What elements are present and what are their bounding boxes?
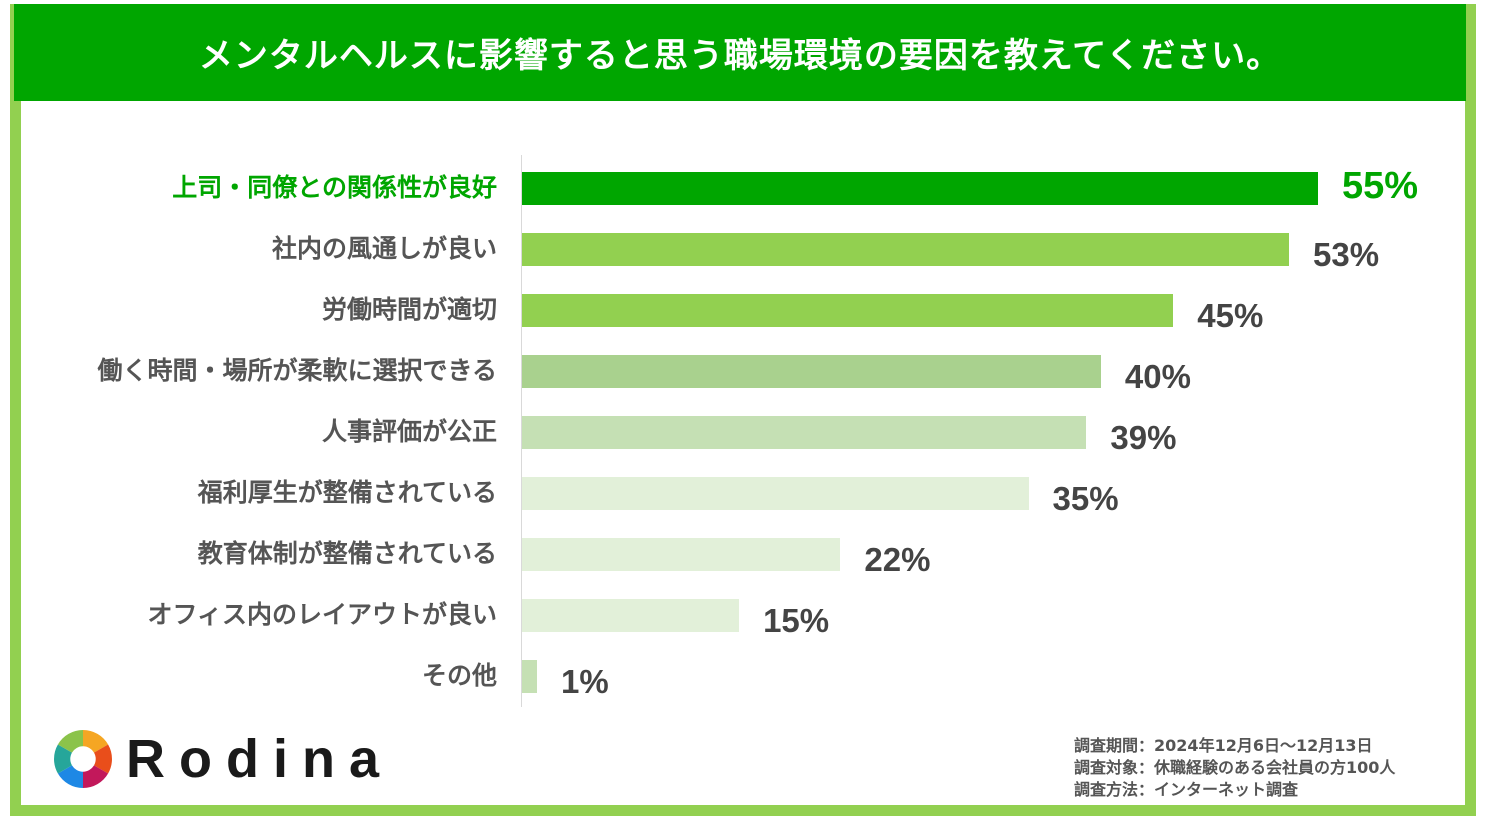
bar bbox=[522, 233, 1290, 266]
value-label: 45% bbox=[1197, 297, 1264, 334]
category-label: その他 bbox=[421, 661, 497, 690]
bar bbox=[522, 538, 841, 571]
category-axis-line bbox=[521, 155, 522, 707]
chart-title: メンタルヘルスに影響すると思う職場環境の要因を教えてください。 bbox=[14, 4, 1466, 101]
value-label: 53% bbox=[1313, 236, 1380, 273]
value-label: 35% bbox=[1052, 480, 1119, 517]
survey-period-value: 2024年12月6日～12月13日 bbox=[1154, 736, 1373, 755]
value-label: 39% bbox=[1110, 419, 1177, 456]
value-label: 22% bbox=[864, 541, 931, 578]
value-label: 55% bbox=[1342, 165, 1419, 207]
bar bbox=[522, 294, 1174, 327]
survey-target: 調査対象：休職経験のある会社員の方100人 bbox=[1074, 758, 1396, 777]
category-label: 社内の風通しが良い bbox=[271, 234, 497, 263]
bar bbox=[522, 172, 1318, 205]
category-label: 労働時間が適切 bbox=[321, 295, 497, 324]
chart-title-text: メンタルヘルスに影響すると思う職場環境の要因を教えてください。 bbox=[198, 36, 1282, 76]
category-label: 人事評価が公正 bbox=[321, 417, 497, 446]
survey-method-value: インターネット調査 bbox=[1154, 780, 1299, 799]
bar bbox=[522, 599, 740, 632]
bar bbox=[522, 355, 1101, 388]
bar bbox=[522, 477, 1029, 510]
bar bbox=[522, 660, 537, 693]
survey-method: 調査方法：インターネット調査 bbox=[1074, 780, 1299, 799]
survey-target-value: 休職経験のある会社員の方100人 bbox=[1154, 758, 1396, 777]
category-label: 働く時間・場所が柔軟に選択できる bbox=[97, 356, 497, 385]
aperture-logo-icon bbox=[54, 730, 112, 788]
rodina-logo: Rodina bbox=[52, 728, 393, 790]
category-label: 上司・同僚との関係性が良好 bbox=[172, 173, 497, 202]
survey-method-label: 調査方法 bbox=[1074, 780, 1139, 799]
bar bbox=[522, 416, 1087, 449]
category-label: 教育体制が整備されている bbox=[197, 539, 497, 568]
survey-target-label: 調査対象 bbox=[1074, 758, 1139, 777]
value-label: 15% bbox=[763, 602, 830, 639]
value-label: 40% bbox=[1124, 358, 1191, 395]
category-label: 福利厚生が整備されている bbox=[197, 478, 497, 507]
logo-wordmark: Rodina bbox=[126, 729, 393, 789]
value-label: 1% bbox=[561, 663, 609, 700]
survey-period-label: 調査期間 bbox=[1074, 736, 1139, 755]
survey-info: 調査期間：2024年12月6日～12月13日 調査対象：休職経験のある会社員の方… bbox=[1074, 735, 1395, 801]
survey-period: 調査期間：2024年12月6日～12月13日 bbox=[1074, 736, 1373, 755]
category-label: オフィス内のレイアウトが良い bbox=[147, 600, 497, 629]
